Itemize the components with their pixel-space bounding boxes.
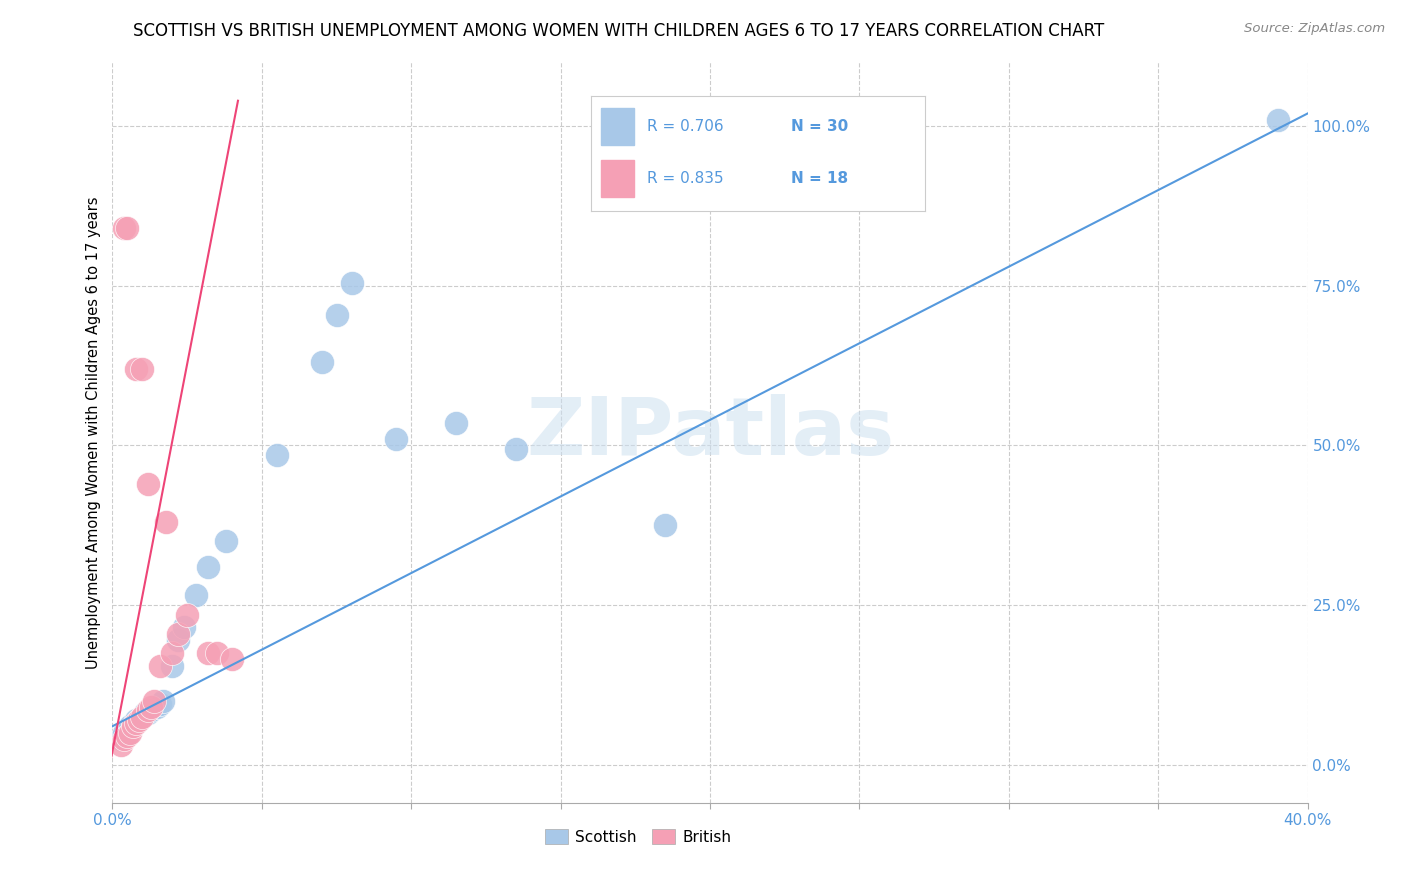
Point	[138, 476, 160, 491]
Point	[131, 361, 153, 376]
Point	[162, 658, 183, 673]
Point	[117, 729, 139, 743]
Point	[128, 713, 150, 727]
Point	[266, 448, 288, 462]
Point	[134, 706, 156, 721]
Point	[146, 700, 169, 714]
Point	[110, 739, 132, 753]
Legend: Scottish, British: Scottish, British	[538, 822, 738, 851]
Point	[155, 515, 177, 529]
Point	[125, 713, 148, 727]
Point	[205, 646, 228, 660]
Point	[122, 719, 145, 733]
Point	[114, 725, 135, 739]
Point	[505, 442, 527, 456]
Point	[167, 626, 190, 640]
Point	[173, 620, 195, 634]
Point	[114, 221, 135, 235]
Point	[167, 633, 190, 648]
Point	[215, 534, 238, 549]
Point	[120, 719, 142, 733]
Point	[117, 725, 139, 739]
Point	[221, 652, 243, 666]
Point	[385, 432, 408, 446]
Text: SCOTTISH VS BRITISH UNEMPLOYMENT AMONG WOMEN WITH CHILDREN AGES 6 TO 17 YEARS CO: SCOTTISH VS BRITISH UNEMPLOYMENT AMONG W…	[134, 22, 1104, 40]
Point	[186, 588, 208, 602]
Point	[197, 646, 219, 660]
Point	[141, 700, 163, 714]
Y-axis label: Unemployment Among Women with Children Ages 6 to 17 years: Unemployment Among Women with Children A…	[86, 196, 101, 669]
Point	[125, 716, 148, 731]
Point	[131, 709, 153, 723]
Point	[149, 658, 172, 673]
Point	[141, 703, 163, 717]
Point	[340, 276, 363, 290]
Point	[114, 731, 135, 746]
Point	[120, 725, 142, 739]
Point	[125, 361, 148, 376]
Point	[117, 221, 139, 235]
Text: Source: ZipAtlas.com: Source: ZipAtlas.com	[1244, 22, 1385, 36]
Point	[176, 607, 198, 622]
Point	[444, 416, 467, 430]
Point	[138, 706, 160, 721]
Point	[122, 719, 145, 733]
Point	[197, 559, 219, 574]
Point	[149, 697, 172, 711]
Point	[110, 731, 132, 746]
Point	[654, 518, 676, 533]
Point	[311, 355, 333, 369]
Point	[152, 694, 174, 708]
Point	[143, 700, 166, 714]
Point	[162, 646, 183, 660]
Point	[128, 713, 150, 727]
Text: ZIPatlas: ZIPatlas	[526, 393, 894, 472]
Point	[1267, 112, 1289, 127]
Point	[131, 709, 153, 723]
Point	[325, 308, 347, 322]
Point	[138, 703, 160, 717]
Point	[143, 694, 166, 708]
